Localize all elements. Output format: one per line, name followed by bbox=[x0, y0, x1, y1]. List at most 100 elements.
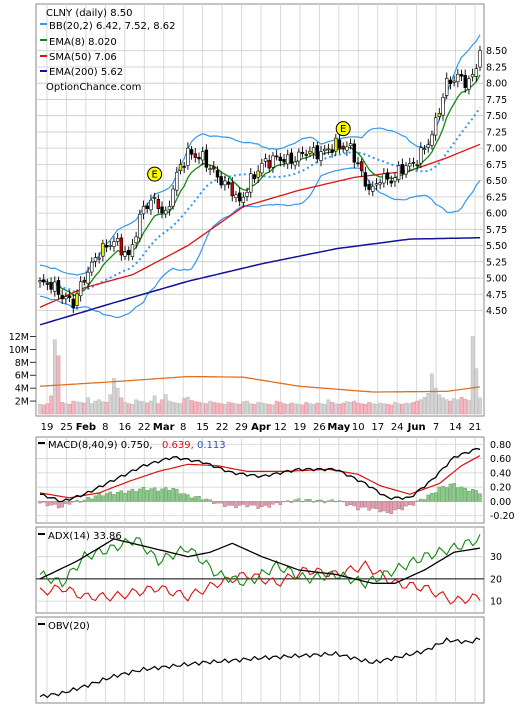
macd-histogram-bar bbox=[45, 501, 50, 507]
symbol-label: CLNY (daily) 8.50 bbox=[46, 8, 133, 19]
macd-histogram-bar bbox=[138, 488, 142, 502]
volume-bar bbox=[101, 401, 105, 415]
macd-histogram-bar bbox=[419, 498, 423, 502]
candle-body bbox=[219, 176, 223, 186]
macd-histogram-bar bbox=[160, 488, 164, 502]
candle-body bbox=[411, 162, 416, 164]
volume-bar bbox=[478, 397, 482, 415]
candle-body bbox=[252, 174, 257, 180]
macd-tick-label: -0.20 bbox=[490, 511, 515, 522]
volume-bar bbox=[78, 402, 83, 415]
candle-body bbox=[315, 145, 320, 160]
macd-histogram-bar bbox=[237, 501, 242, 506]
candle-body bbox=[189, 149, 194, 155]
candle-body bbox=[278, 156, 283, 162]
candle-body bbox=[71, 298, 75, 308]
volume-axis: 12M 10M 8M 6M 4M 2M bbox=[9, 332, 36, 408]
macd-histogram-bar bbox=[356, 501, 360, 511]
macd-histogram-bar bbox=[115, 492, 120, 502]
macd-histogram-bar bbox=[204, 498, 209, 502]
macd-histogram-bar bbox=[97, 492, 101, 502]
macd-histogram-bar bbox=[371, 501, 375, 509]
volume-bar bbox=[311, 404, 316, 415]
macd-histogram-bar bbox=[56, 501, 61, 509]
candle-body bbox=[208, 168, 212, 170]
volume-bar bbox=[444, 399, 449, 415]
earnings-marker bbox=[147, 166, 163, 182]
candle-body bbox=[385, 172, 390, 180]
date-tick-label: 19 bbox=[294, 422, 307, 433]
obv-label: OBV(20) bbox=[48, 621, 90, 632]
volume-bar bbox=[130, 404, 135, 415]
volume-bar bbox=[204, 403, 209, 415]
candle-body bbox=[348, 143, 353, 147]
macd-histogram-bar bbox=[149, 488, 153, 502]
macd-histogram-bar bbox=[408, 501, 412, 506]
price-tick-label: 6.00 bbox=[486, 209, 507, 220]
volume-bar bbox=[219, 403, 224, 415]
macd-histogram-bar bbox=[374, 501, 379, 510]
macd-histogram-bar bbox=[245, 501, 249, 508]
macd-tick-label: 0.80 bbox=[490, 440, 511, 451]
volume-bar bbox=[115, 387, 120, 415]
macd-histogram-bar bbox=[82, 499, 87, 502]
candle-body bbox=[463, 75, 467, 88]
macd-histogram-bar bbox=[64, 501, 68, 504]
candle-body bbox=[49, 282, 53, 290]
volume-bar bbox=[400, 404, 405, 415]
macd-histogram-bar bbox=[382, 501, 386, 512]
macd-histogram-bar bbox=[212, 501, 216, 505]
legend-bb: BB(20,2) 6.42, 7.52, 8.62 bbox=[49, 21, 175, 32]
volume-bar bbox=[278, 402, 283, 415]
candle-body bbox=[64, 296, 68, 300]
date-tick-label: 22 bbox=[138, 422, 151, 433]
volume-bar bbox=[211, 402, 216, 415]
macd-histogram-bar bbox=[411, 501, 416, 506]
volume-bar bbox=[426, 393, 431, 415]
volume-bar bbox=[60, 402, 65, 415]
macd-histogram-bar bbox=[164, 487, 168, 502]
candle-body bbox=[389, 180, 393, 184]
macd-histogram-bar bbox=[38, 501, 42, 504]
candle-body bbox=[226, 181, 231, 185]
candle-body bbox=[193, 153, 197, 158]
price-tick-label: 8.00 bbox=[486, 79, 507, 90]
volume-bar bbox=[208, 400, 212, 415]
candle-body bbox=[175, 171, 179, 191]
macd-histogram-bar bbox=[334, 501, 338, 503]
candle-body bbox=[478, 50, 482, 68]
macd-histogram-bar bbox=[400, 501, 405, 511]
volume-bar bbox=[367, 402, 371, 415]
macd-histogram-bar bbox=[319, 499, 323, 502]
volume-bar bbox=[411, 402, 416, 415]
candle-body bbox=[308, 150, 312, 154]
macd-histogram-bar bbox=[286, 500, 290, 502]
volume-bar bbox=[182, 398, 187, 415]
candle-body bbox=[393, 177, 397, 182]
macd-histogram-bar bbox=[341, 501, 345, 503]
macd-signal-value: 0.639, bbox=[162, 440, 194, 451]
date-tick-label: 29 bbox=[235, 422, 248, 433]
price-tick-label: 5.00 bbox=[486, 274, 507, 285]
candle-body bbox=[230, 182, 234, 197]
macd-histogram-bar bbox=[297, 498, 301, 502]
macd-histogram-bar bbox=[223, 501, 227, 507]
candle-body bbox=[130, 244, 135, 258]
adx-legend: ADX(14) 33.86 bbox=[38, 531, 122, 542]
candle-body bbox=[56, 280, 61, 295]
macd-histogram-bar bbox=[193, 496, 197, 502]
volume-bar bbox=[389, 404, 394, 415]
macd-histogram-bar bbox=[241, 501, 246, 505]
macd-histogram-bar bbox=[404, 501, 408, 507]
macd-histogram-bar bbox=[123, 492, 127, 502]
minus-di-line bbox=[39, 560, 481, 605]
candle-body bbox=[319, 151, 323, 161]
legend-swatch-ema8 bbox=[40, 39, 47, 41]
candle-body bbox=[141, 206, 146, 215]
candle-body bbox=[115, 238, 120, 242]
volume-tick-label: 12M bbox=[9, 332, 29, 343]
macd-panel-frame bbox=[35, 436, 485, 524]
macd-histogram-bar bbox=[422, 499, 427, 502]
volume-bar bbox=[396, 403, 401, 415]
volume-bar bbox=[407, 403, 412, 415]
